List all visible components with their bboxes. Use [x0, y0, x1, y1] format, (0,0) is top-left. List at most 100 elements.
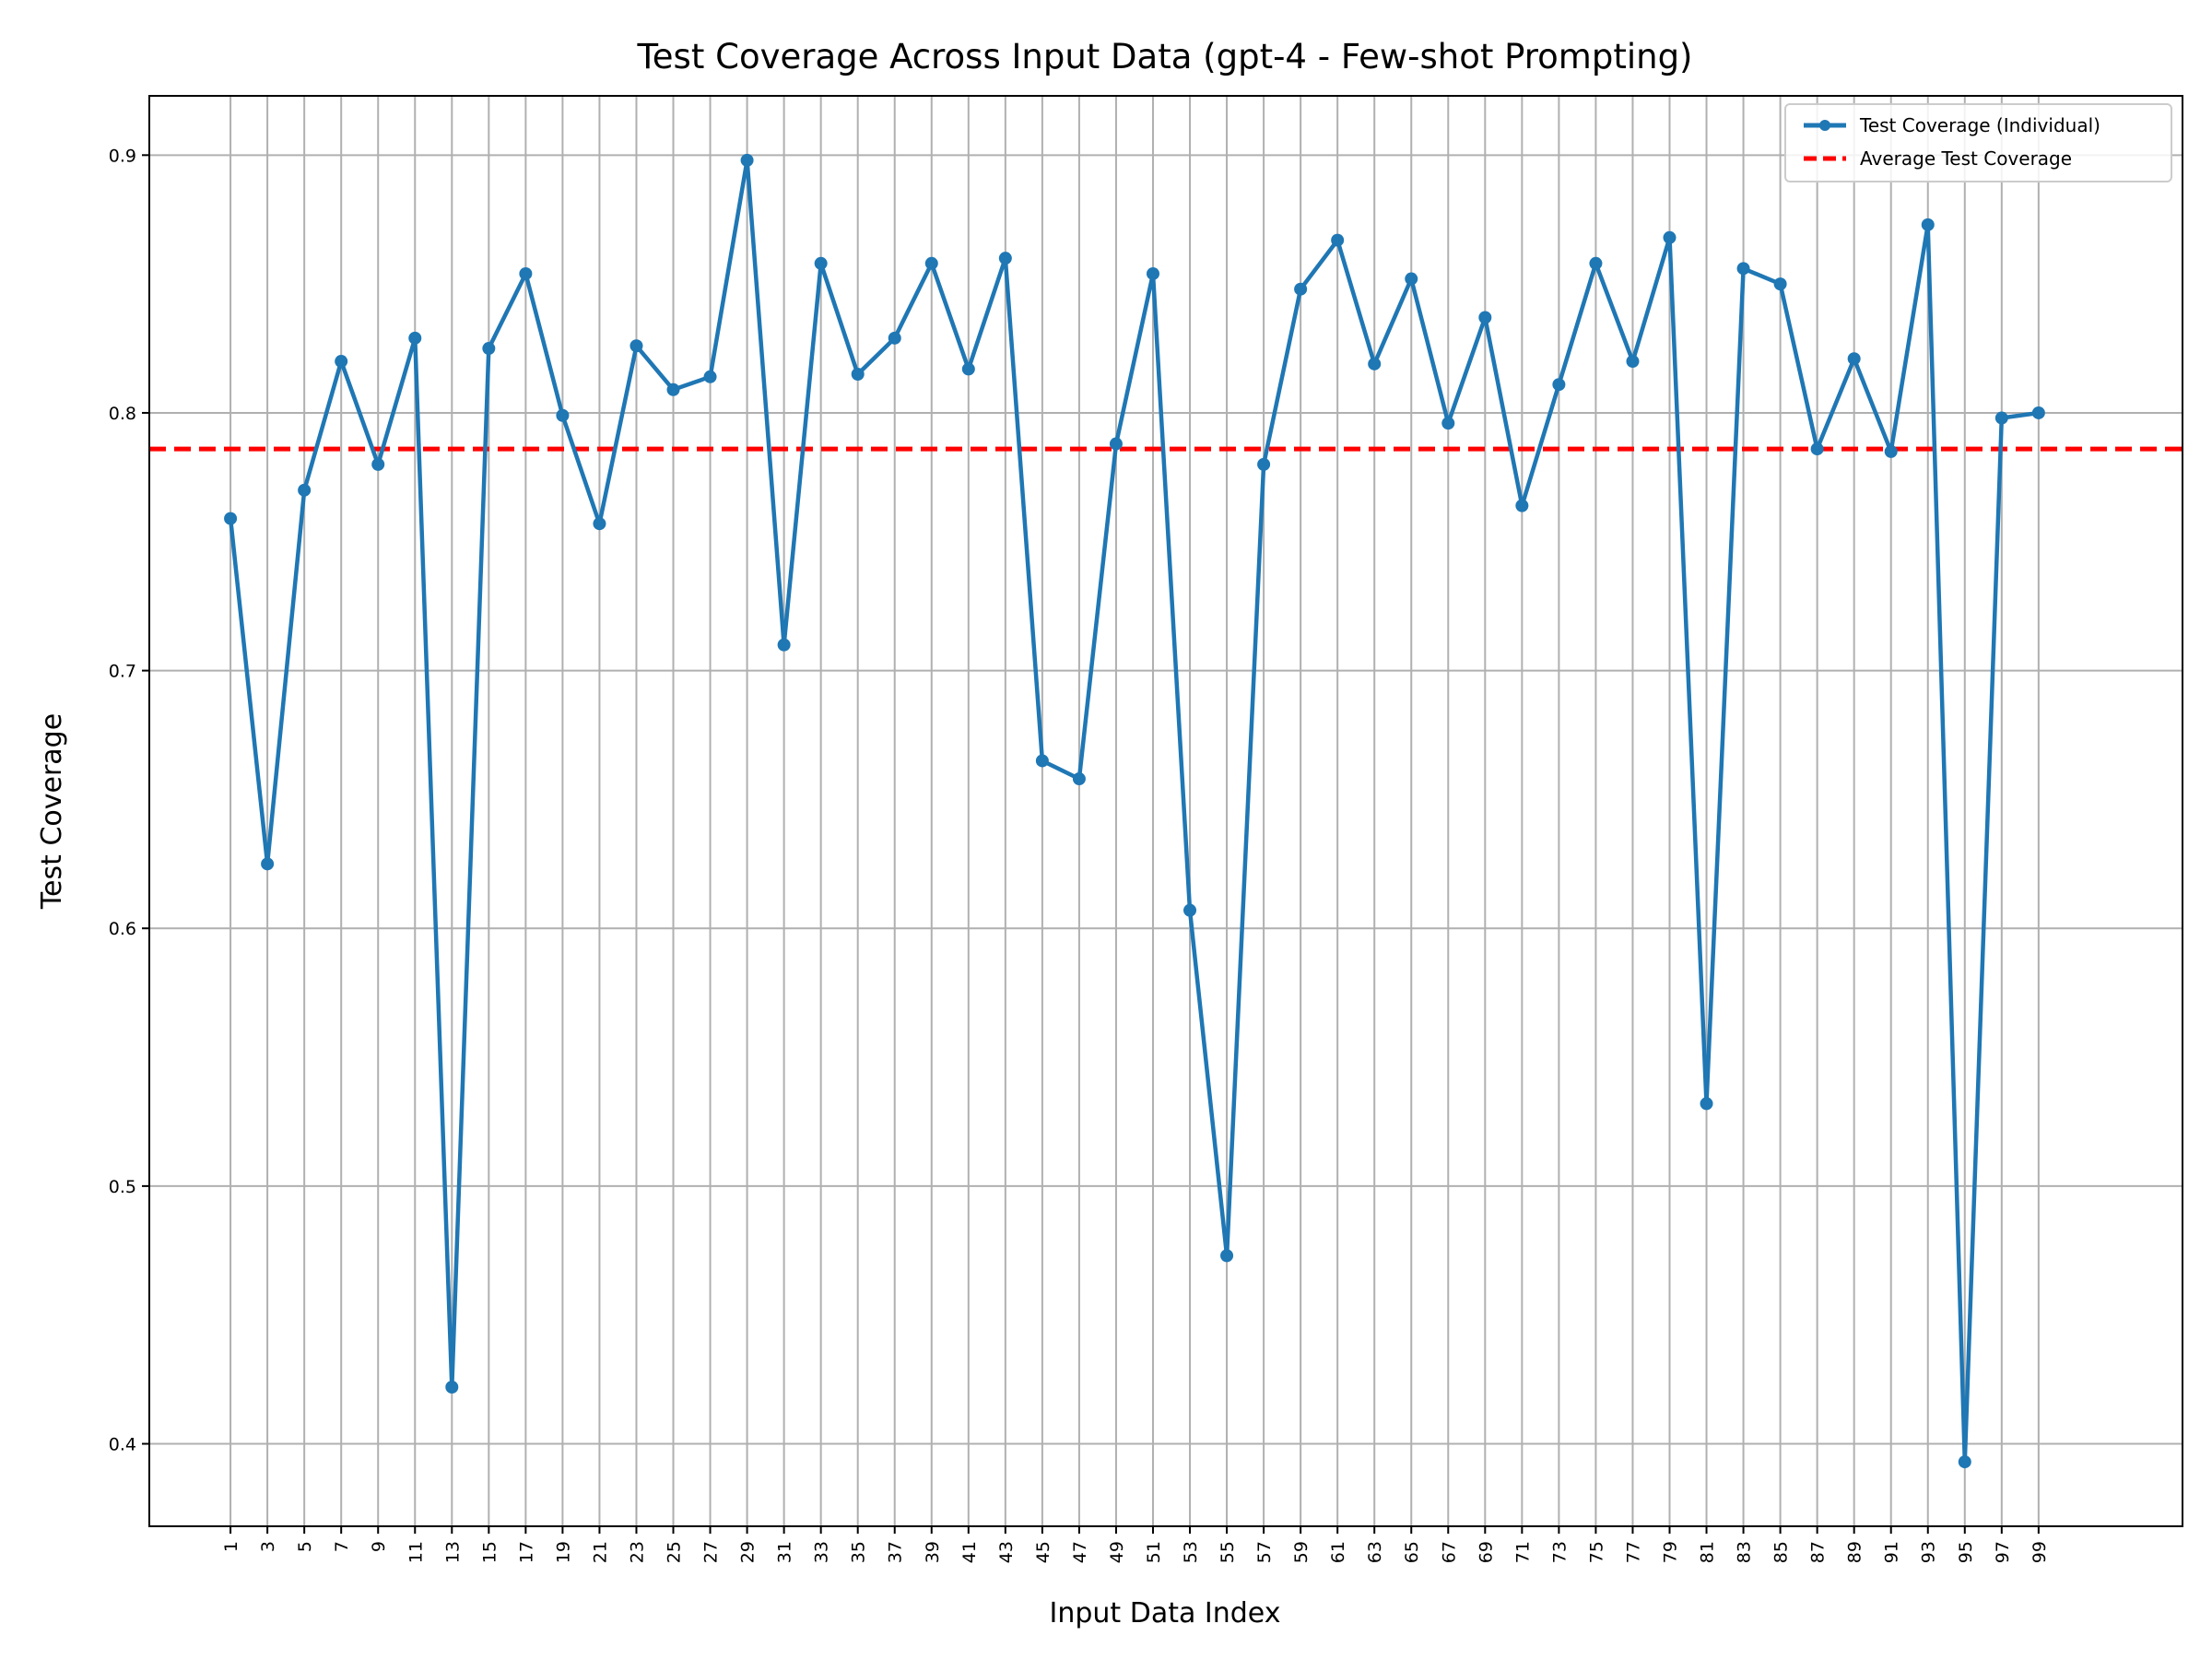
- data-point: [261, 857, 275, 871]
- x-tick-label: 29: [738, 1541, 759, 1563]
- x-tick-label: 65: [1402, 1541, 1422, 1563]
- data-point: [888, 331, 901, 345]
- data-point: [408, 331, 422, 345]
- data-point: [1257, 457, 1271, 471]
- data-point: [1552, 378, 1566, 392]
- legend-label-individual: Test Coverage (Individual): [1859, 114, 2100, 136]
- data-point: [1589, 256, 1603, 270]
- data-point: [1368, 357, 1382, 371]
- data-point: [1072, 772, 1086, 786]
- x-tick-label: 51: [1144, 1541, 1164, 1563]
- series-line: [228, 158, 2040, 1465]
- x-tick-label: 91: [1882, 1541, 1902, 1563]
- data-point: [1478, 311, 1492, 324]
- x-tick-label: 67: [1439, 1541, 1459, 1563]
- y-tick-label: 0.7: [109, 662, 136, 682]
- data-point: [924, 256, 938, 270]
- x-tick-label: 9: [369, 1541, 389, 1552]
- data-point: [1810, 442, 1824, 456]
- x-tick-label: 41: [959, 1541, 980, 1563]
- data-point: [1736, 262, 1750, 276]
- x-tick-label: 75: [1586, 1541, 1606, 1563]
- data-point: [1921, 218, 1935, 231]
- x-tick-label: 31: [775, 1541, 795, 1563]
- x-tick-label: 93: [1919, 1541, 1939, 1563]
- data-point: [1441, 417, 1455, 430]
- plot-area-frame: [148, 95, 2183, 1527]
- x-tick-label: 95: [1956, 1541, 1976, 1563]
- data-point: [1220, 1249, 1234, 1263]
- data-point: [298, 483, 312, 497]
- x-tick-label: 11: [406, 1541, 426, 1563]
- data-point: [519, 266, 533, 280]
- data-point: [1294, 282, 1308, 296]
- x-tick-label: 13: [442, 1541, 463, 1563]
- x-tick-label: 99: [2030, 1541, 2050, 1563]
- data-point: [482, 342, 496, 356]
- chart-title: Test Coverage Across Input Data (gpt-4 -…: [636, 37, 1692, 76]
- y-tick-label: 0.9: [109, 146, 136, 166]
- x-tick-label: 3: [258, 1541, 278, 1552]
- data-point: [814, 256, 828, 270]
- data-point: [1405, 272, 1418, 286]
- x-tick-label: 81: [1698, 1541, 1718, 1563]
- data-point: [1515, 499, 1529, 512]
- data-point: [1331, 233, 1345, 247]
- data-point: [371, 457, 385, 471]
- x-tick-label: 59: [1291, 1541, 1312, 1563]
- data-point: [703, 370, 717, 383]
- data-point: [998, 252, 1012, 265]
- x-tick-label: 43: [996, 1541, 1017, 1563]
- x-tick-label: 79: [1660, 1541, 1680, 1563]
- x-tick-label: 21: [590, 1541, 610, 1563]
- axis-ticks: 1 3 5 7 9 11 13 15 17 19 21 23 25 27 29 31 33 35 37 39 41 43 4…: [109, 146, 2050, 1563]
- y-tick-label: 0.6: [109, 919, 136, 939]
- x-tick-label: 71: [1512, 1541, 1533, 1563]
- data-point: [1773, 277, 1787, 291]
- data-point: [777, 638, 791, 652]
- data-point: [1109, 437, 1123, 451]
- data-point: [2031, 406, 2045, 419]
- x-tick-label: 39: [923, 1541, 943, 1563]
- x-tick-label: 49: [1107, 1541, 1127, 1563]
- data-point: [1700, 1097, 1713, 1111]
- legend-box: [1784, 103, 2172, 182]
- data-point: [1884, 444, 1898, 458]
- x-tick-label: 37: [886, 1541, 906, 1563]
- x-tick-label: 7: [332, 1541, 352, 1552]
- legend: Test Coverage (Individual) Average Test …: [1784, 103, 2172, 182]
- data-point: [445, 1380, 459, 1394]
- x-tick-label: 27: [701, 1541, 722, 1563]
- x-tick-label: 89: [1845, 1541, 1865, 1563]
- x-tick-label: 73: [1549, 1541, 1570, 1563]
- x-tick-label: 77: [1623, 1541, 1643, 1563]
- data-point: [1035, 754, 1049, 768]
- x-tick-label: 53: [1181, 1541, 1201, 1563]
- x-tick-label: 23: [627, 1541, 647, 1563]
- x-tick-label: 87: [1808, 1541, 1829, 1563]
- data-point: [666, 382, 680, 396]
- x-tick-label: 19: [553, 1541, 573, 1563]
- data-point: [593, 517, 606, 531]
- x-tick-label: 17: [516, 1541, 536, 1563]
- x-tick-label: 85: [1771, 1541, 1792, 1563]
- x-tick-label: 57: [1254, 1541, 1275, 1563]
- data-point: [1994, 411, 2008, 425]
- data-point: [335, 355, 348, 369]
- x-tick-label: 25: [665, 1541, 685, 1563]
- x-tick-label: 97: [1993, 1541, 2013, 1563]
- data-point: [1958, 1455, 1971, 1469]
- y-tick-label: 0.4: [109, 1435, 136, 1455]
- x-tick-label: 55: [1218, 1541, 1238, 1563]
- x-tick-label: 33: [812, 1541, 832, 1563]
- data-point: [556, 408, 570, 422]
- data-point: [1146, 266, 1159, 280]
- data-point: [961, 362, 975, 376]
- y-tick-label: 0.5: [109, 1177, 136, 1197]
- legend-marker-individual: [1819, 120, 1830, 131]
- data-point: [1183, 903, 1197, 917]
- x-tick-label: 35: [849, 1541, 869, 1563]
- x-tick-label: 83: [1735, 1541, 1755, 1563]
- data-point: [851, 368, 865, 382]
